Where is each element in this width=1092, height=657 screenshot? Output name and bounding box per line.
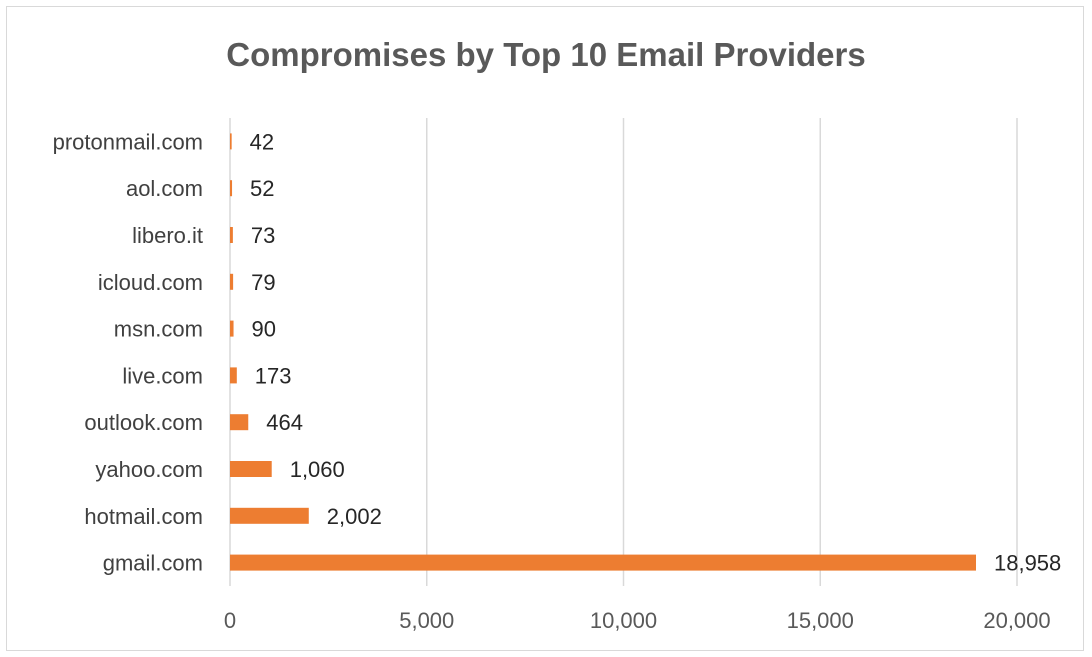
data-label: 173 <box>255 363 292 388</box>
x-tick-labels: 0 5,000 10,000 15,000 20,000 <box>224 608 1051 633</box>
data-label: 79 <box>251 270 275 295</box>
category-label: outlook.com <box>84 410 203 435</box>
gridlines <box>229 118 1018 586</box>
category-label: libero.it <box>132 223 203 248</box>
data-label: 18,958 <box>994 551 1061 576</box>
bar <box>230 461 272 477</box>
data-label: 42 <box>250 129 274 154</box>
category-label: gmail.com <box>103 551 203 576</box>
bar <box>230 320 234 337</box>
x-tick-label: 15,000 <box>787 608 854 633</box>
category-labels: protonmail.com aol.com libero.it icloud.com… <box>53 129 203 575</box>
category-label: hotmail.com <box>84 504 203 529</box>
data-labels: 42 52 73 79 90 173 464 1,060 2,002 18,958 <box>250 129 1062 575</box>
x-tick-label: 10,000 <box>590 608 657 633</box>
bar <box>230 507 309 524</box>
category-label: icloud.com <box>98 270 203 295</box>
category-label: yahoo.com <box>95 457 203 482</box>
bar <box>230 133 232 150</box>
x-tick-label: 0 <box>224 608 236 633</box>
data-label: 73 <box>251 223 275 248</box>
bar <box>230 414 249 431</box>
bar <box>230 554 976 571</box>
bar <box>230 367 237 384</box>
category-label: msn.com <box>114 317 203 342</box>
bar <box>230 273 234 290</box>
bars <box>230 133 976 571</box>
chart-area <box>6 6 1084 651</box>
data-label: 90 <box>252 317 276 342</box>
data-label: 1,060 <box>290 457 345 482</box>
data-label: 52 <box>250 176 274 201</box>
bar <box>230 180 233 197</box>
x-tick-label: 20,000 <box>983 608 1050 633</box>
data-label: 464 <box>266 410 303 435</box>
category-label: protonmail.com <box>53 129 203 154</box>
category-label: live.com <box>122 363 203 388</box>
bar <box>230 227 233 243</box>
data-label: 2,002 <box>327 504 382 529</box>
category-label: aol.com <box>126 176 203 201</box>
x-tick-label: 5,000 <box>399 608 454 633</box>
chart-title: Compromises by Top 10 Email Providers <box>226 36 866 73</box>
